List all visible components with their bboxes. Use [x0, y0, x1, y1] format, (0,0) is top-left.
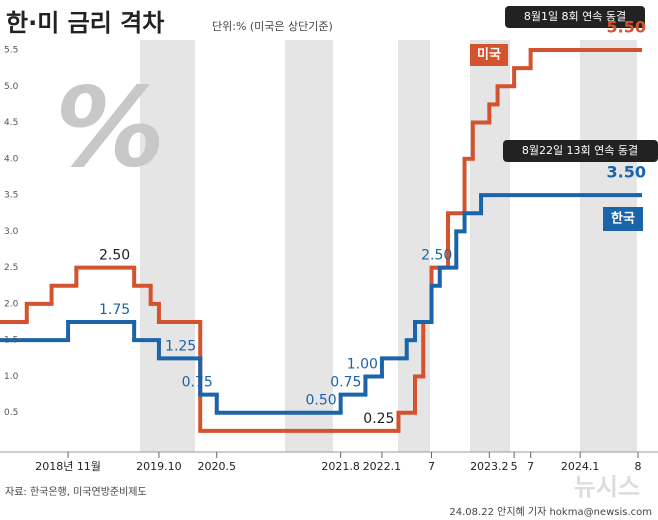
value-label: 1.25: [165, 338, 196, 354]
credit: 24.08.22 안지혜 기자 hokma@newsis.com: [449, 506, 652, 518]
x-tick-label: 2019.10: [136, 460, 182, 473]
legend-box: [470, 44, 508, 66]
annotation: 8월1일 8회 연속 동결: [524, 9, 626, 23]
value-label: 0.25: [363, 411, 394, 427]
value-label: 2.50: [421, 248, 452, 264]
value-label: 3.50: [607, 163, 646, 182]
legend-box: [603, 207, 643, 231]
x-tick-label: 2021.8: [321, 460, 360, 473]
chart-title: 한·미 금리 격차: [6, 9, 164, 37]
value-label: 0.75: [330, 375, 361, 391]
y-tick-label: 0.5: [4, 408, 18, 418]
legend-label: 미국: [477, 47, 501, 63]
x-tick-label: 2023.2: [470, 460, 509, 473]
value-label: 0.75: [182, 375, 213, 391]
source: 자료: 한국은행, 미국연방준비제도: [5, 486, 147, 498]
x-tick-label: 2024.1: [561, 460, 600, 473]
y-tick-label: 1.0: [4, 372, 19, 382]
y-tick-label: 3.5: [4, 191, 18, 201]
y-tick-label: 1.5: [4, 336, 18, 346]
value-label: 1.75: [99, 302, 130, 318]
y-tick-label: 4.5: [4, 118, 18, 128]
annotation-box: [505, 6, 645, 28]
y-tick-label: 4.0: [4, 154, 19, 164]
subtitle: 단위:% (미국은 상단기준): [212, 20, 333, 33]
band: [285, 40, 333, 452]
x-tick-label: 7: [527, 460, 534, 473]
y-tick-label: 5.0: [4, 82, 19, 92]
band: [580, 40, 637, 452]
x-tick-label: 5: [511, 460, 518, 473]
icon: %: [55, 63, 165, 191]
annotation: 8월22일 13회 연속 동결: [522, 143, 638, 157]
y-tick-label: 2.0: [4, 299, 19, 309]
annotation-box: [503, 140, 658, 162]
plot: [0, 48, 658, 458]
band: [470, 40, 510, 452]
value-label: 1.00: [347, 356, 378, 372]
y-tick-label: 5.5: [4, 46, 18, 56]
x-tick-label: 8: [635, 460, 642, 473]
x-tick-label: 2018년 11월: [35, 460, 101, 473]
value-label: 0.50: [305, 393, 336, 409]
x-tick-label: 2022.1: [363, 460, 402, 473]
y-tick-label: 2.5: [4, 263, 18, 273]
watermark: 뉴시스: [574, 473, 640, 501]
band: [140, 40, 195, 452]
x-tick-label: 2020.5: [198, 460, 237, 473]
y-tick-label: 3.0: [4, 227, 19, 237]
value-label: 2.50: [99, 248, 130, 264]
legend-label: 한국: [611, 211, 635, 227]
value-label: 5.50: [607, 18, 646, 37]
x-tick-label: 7: [428, 460, 435, 473]
